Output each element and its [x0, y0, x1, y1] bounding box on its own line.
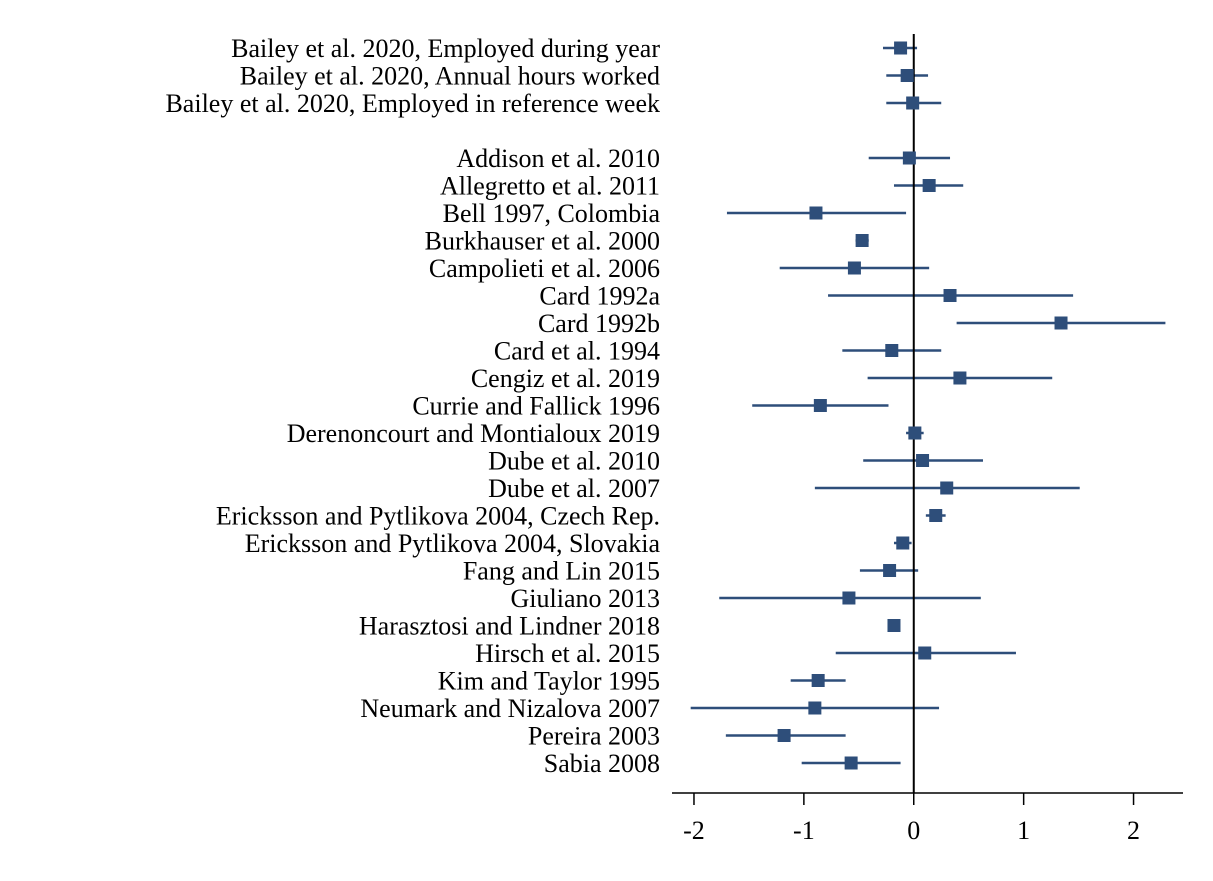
study-label: Campolieti et al. 2006 — [429, 254, 660, 283]
point-estimate-marker — [929, 509, 943, 522]
study-label: Neumark and Nizalova 2007 — [360, 694, 660, 723]
point-estimate-marker — [883, 564, 897, 577]
study-label: Bell 1997, Colombia — [443, 199, 661, 228]
point-estimate-marker — [894, 41, 908, 55]
point-estimate-marker — [847, 261, 861, 275]
point-estimate-marker — [906, 96, 920, 110]
study-label: Addison et al. 2010 — [456, 144, 660, 173]
study-label: Allegretto et al. 2011 — [440, 172, 660, 201]
point-estimate-marker — [844, 756, 858, 770]
study-label: Derenoncourt and Montialoux 2019 — [287, 419, 660, 448]
point-estimate-marker — [916, 454, 930, 467]
study-label: Card 1992b — [538, 309, 660, 338]
point-estimate-marker — [808, 701, 822, 715]
x-tick-label: 1 — [1017, 816, 1030, 845]
study-label: Dube et al. 2010 — [488, 447, 660, 476]
x-tick-label: 2 — [1127, 816, 1140, 845]
study-label: Fang and Lin 2015 — [463, 557, 660, 586]
point-estimate-marker — [811, 674, 825, 687]
study-labels: Bailey et al. 2020, Employed during year… — [165, 34, 660, 778]
study-label: Pereira 2003 — [528, 722, 660, 751]
study-label: Card 1992a — [539, 282, 660, 311]
study-label: Burkhauser et al. 2000 — [425, 227, 660, 256]
point-estimate-marker — [908, 426, 922, 440]
study-label: Hirsch et al. 2015 — [475, 639, 660, 668]
study-label: Dube et al. 2007 — [488, 474, 660, 503]
point-estimate-marker — [900, 69, 914, 82]
study-label: Sabia 2008 — [544, 749, 660, 778]
point-estimate-marker — [1054, 316, 1068, 330]
study-label: Bailey et al. 2020, Annual hours worked — [240, 62, 660, 91]
point-estimate-marker — [896, 536, 910, 550]
study-label: Ericksson and Pytlikova 2004, Slovakia — [245, 529, 661, 558]
point-estimate-marker — [943, 289, 957, 302]
point-estimate-marker — [842, 591, 856, 605]
study-label: Cengiz et al. 2019 — [471, 364, 660, 393]
study-label: Giuliano 2013 — [511, 584, 661, 613]
point-estimate-marker — [922, 179, 936, 192]
point-estimate-marker — [953, 371, 967, 385]
x-tick-label: 0 — [907, 816, 920, 845]
point-estimate-marker — [777, 729, 791, 742]
point-estimate-marker — [902, 151, 916, 165]
x-tick-label: -2 — [683, 816, 705, 845]
point-estimate-marker — [887, 619, 901, 632]
study-label: Harasztosi and Lindner 2018 — [359, 612, 660, 641]
point-estimates — [777, 41, 1068, 770]
study-label: Kim and Taylor 1995 — [438, 667, 660, 696]
point-estimate-marker — [813, 399, 827, 412]
point-estimate-marker — [940, 481, 954, 495]
study-label: Bailey et al. 2020, Employed in referenc… — [165, 89, 660, 118]
study-label: Ericksson and Pytlikova 2004, Czech Rep. — [216, 502, 660, 531]
point-estimate-marker — [885, 344, 899, 357]
study-label: Currie and Fallick 1996 — [412, 392, 660, 421]
x-tick-label: -1 — [793, 816, 815, 845]
x-axis: -2 -1 0 1 2 — [672, 34, 1183, 845]
point-estimate-marker — [918, 646, 932, 660]
study-label: Bailey et al. 2020, Employed during year — [231, 34, 660, 63]
point-estimate-marker — [855, 234, 869, 247]
study-label: Card et al. 1994 — [494, 337, 660, 366]
point-estimate-marker — [809, 206, 823, 220]
